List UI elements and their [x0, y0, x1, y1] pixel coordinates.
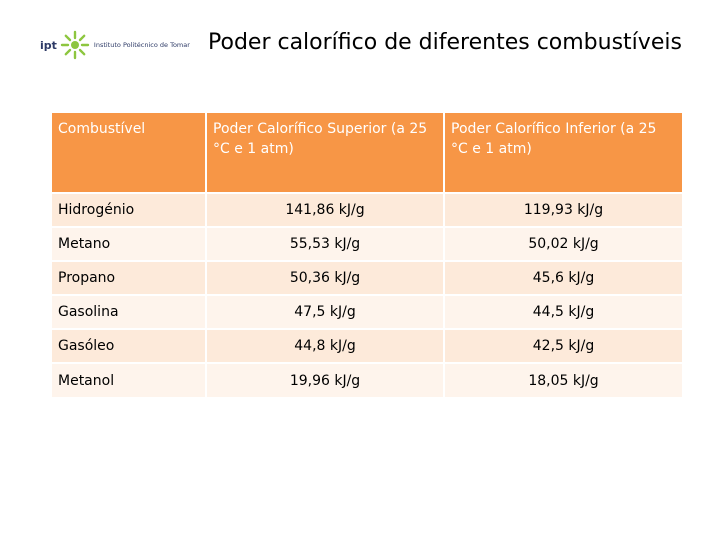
- page-title: Poder calorífico de diferentes combustív…: [208, 30, 682, 55]
- table-row: Metanol 19,96 kJ/g 18,05 kJ/g: [52, 362, 682, 397]
- fuel-cell: Metanol: [52, 362, 207, 397]
- superior-cell: 19,96 kJ/g: [206, 362, 445, 397]
- superior-cell: 50,36 kJ/g: [206, 260, 445, 295]
- inferior-cell: 119,93 kJ/g: [444, 192, 682, 227]
- header-fuel: Combustível: [52, 113, 207, 193]
- sun-burst-icon: [60, 30, 90, 60]
- header-superior: Poder Calorífico Superior (a 25 °C e 1 a…: [206, 113, 445, 193]
- superior-cell: 44,8 kJ/g: [206, 328, 445, 363]
- inferior-cell: 44,5 kJ/g: [444, 294, 682, 329]
- fuel-cell: Metano: [52, 226, 207, 261]
- table-header-row: Combustível Poder Calorífico Superior (a…: [52, 113, 682, 193]
- logo-mark: ipt: [40, 38, 57, 52]
- superior-cell: 47,5 kJ/g: [206, 294, 445, 329]
- header-inferior: Poder Calorífico Inferior (a 25 °C e 1 a…: [444, 113, 682, 193]
- inferior-cell: 42,5 kJ/g: [444, 328, 682, 363]
- fuel-cell: Gasolina: [52, 294, 207, 329]
- fuel-cell: Gasóleo: [52, 328, 207, 363]
- inferior-cell: 50,02 kJ/g: [444, 226, 682, 261]
- superior-cell: 141,86 kJ/g: [206, 192, 445, 227]
- table-row: Hidrogénio 141,86 kJ/g 119,93 kJ/g: [52, 192, 682, 227]
- table-row: Metano 55,53 kJ/g 50,02 kJ/g: [52, 226, 682, 261]
- fuel-table: Combustível Poder Calorífico Superior (a…: [52, 113, 682, 397]
- inferior-cell: 45,6 kJ/g: [444, 260, 682, 295]
- table-row: Gasóleo 44,8 kJ/g 42,5 kJ/g: [52, 328, 682, 363]
- institution-logo: ipt Instituto Politécnico de Tomar: [40, 28, 196, 62]
- logo-text: Instituto Politécnico de Tomar: [93, 41, 190, 49]
- table-row: Gasolina 47,5 kJ/g 44,5 kJ/g: [52, 294, 682, 329]
- superior-cell: 55,53 kJ/g: [206, 226, 445, 261]
- inferior-cell: 18,05 kJ/g: [444, 362, 682, 397]
- fuel-cell: Hidrogénio: [52, 192, 207, 227]
- table-row: Propano 50,36 kJ/g 45,6 kJ/g: [52, 260, 682, 295]
- fuel-cell: Propano: [52, 260, 207, 295]
